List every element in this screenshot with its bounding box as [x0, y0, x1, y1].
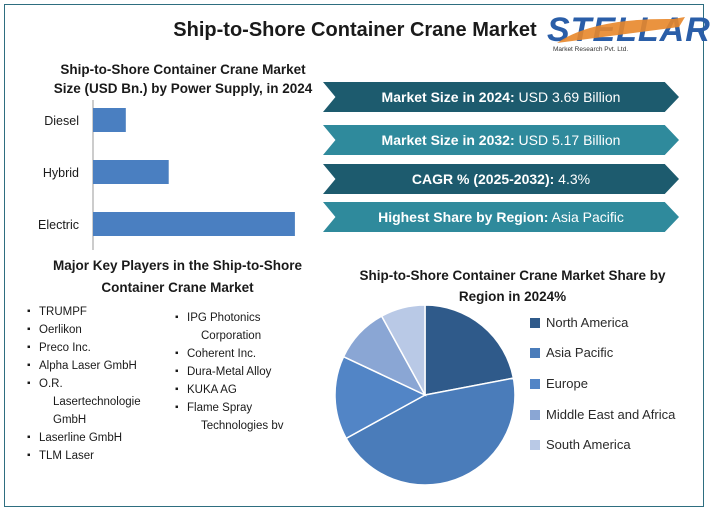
stat-label: Market Size in 2024:	[381, 89, 515, 105]
key-player-text: TRUMPF	[39, 306, 87, 318]
key-player-item: Laserline GmbH	[27, 429, 157, 447]
legend-label: North America	[546, 315, 629, 330]
key-players-title: Major Key Players in the Ship-to-Shore C…	[52, 258, 303, 295]
bar-label-hybrid: Hybrid	[43, 166, 79, 180]
bar-electric	[93, 212, 295, 236]
legend-swatch	[530, 318, 540, 328]
stat-banner-1: Market Size in 2024: USD 3.69 Billion	[323, 82, 679, 112]
page-title: Ship-to-Shore Container Crane Market	[173, 19, 537, 41]
key-player-item: Flame Spray Technologies bv	[175, 399, 315, 435]
key-player-text: Technologies bv	[201, 420, 284, 432]
stat-value: USD 3.69 Billion	[514, 89, 621, 105]
stat-banner-2: Market Size in 2032: USD 5.17 Billion	[323, 125, 679, 155]
key-player-text: Coherent Inc.	[187, 348, 257, 360]
legend-item: Europe	[530, 376, 588, 392]
legend-item: Middle East and Africa	[530, 407, 675, 423]
pie-slice-north-america	[424, 304, 515, 396]
bar-label-diesel: Diesel	[44, 114, 79, 128]
stat-value: 4.3%	[554, 171, 591, 187]
key-player-item: IPG Photonics Corporation	[175, 309, 315, 345]
pie-slice-asia-pacific	[345, 377, 516, 486]
legend-swatch	[530, 379, 540, 389]
legend-label: Asia Pacific	[546, 345, 614, 360]
legend-swatch	[530, 410, 540, 420]
stat-label: CAGR % (2025-2032):	[411, 171, 555, 187]
key-player-text: KUKA AG	[187, 384, 237, 396]
key-player-text: Laserline GmbH	[39, 432, 123, 444]
stat-value: USD 5.17 Billion	[514, 132, 621, 148]
key-player-item: TRUMPF	[27, 303, 157, 321]
key-player-item: KUKA AG	[175, 381, 315, 399]
key-player-item: Coherent Inc.	[175, 345, 315, 363]
infographic-frame: Ship-to-Shore Container Crane Market STE…	[4, 4, 710, 507]
stat-label: Market Size in 2032:	[381, 132, 515, 148]
legend-swatch	[530, 348, 540, 358]
pie-slice-europe	[334, 355, 427, 440]
key-player-text: Lasertechnologie	[53, 396, 141, 408]
key-players-column-1: TRUMPF Oerlikon Preco Inc. Alpha Laser GmbH…	[27, 303, 157, 465]
legend-item: Asia Pacific	[530, 345, 613, 361]
legend-label: Europe	[546, 376, 588, 391]
bar-chart-title: Ship-to-Shore Container Crane Market Siz…	[53, 62, 313, 96]
key-player-item: Alpha Laser GmbH	[27, 357, 157, 375]
key-player-item: Preco Inc.	[27, 339, 157, 357]
key-player-text: Dura-Metal Alloy	[187, 366, 272, 378]
legend-label: South America	[546, 437, 631, 452]
key-player-text: Flame Spray	[187, 402, 253, 414]
key-player-text: Alpha Laser GmbH	[39, 360, 137, 372]
pie-chart-title: Ship-to-Shore Container Crane Market Sha…	[359, 268, 666, 304]
key-player-item: Oerlikon	[27, 321, 157, 339]
key-player-item: Dura-Metal Alloy	[175, 363, 315, 381]
stat-value: Asia Pacific	[548, 209, 624, 225]
bar-chart: Diesel Hybrid Electric	[38, 100, 295, 250]
key-player-text: GmbH	[53, 414, 87, 426]
key-player-text: Preco Inc.	[39, 342, 91, 354]
key-player-text: Corporation	[201, 330, 262, 342]
key-player-item: O.R. Lasertechnologie GmbH	[27, 375, 157, 429]
bar-diesel	[93, 108, 126, 132]
pie-slice-south-america	[380, 304, 426, 396]
key-player-text: IPG Photonics	[187, 312, 261, 324]
key-player-text: Oerlikon	[39, 324, 82, 336]
bar-hybrid	[93, 160, 169, 184]
stat-banner-3: CAGR % (2025-2032): 4.3%	[323, 164, 679, 194]
logo-swoosh-icon	[557, 17, 685, 43]
bar-label-electric: Electric	[38, 218, 79, 232]
stat-label: Highest Share by Region:	[378, 209, 549, 225]
key-players-column-2: IPG Photonics Corporation Coherent Inc. Dur…	[175, 309, 315, 435]
legend-swatch	[530, 440, 540, 450]
key-player-text: O.R.	[39, 378, 63, 390]
pie-chart	[334, 304, 516, 486]
logo-subtitle: Market Research Pvt. Ltd.	[553, 46, 629, 53]
key-player-item: TLM Laser	[27, 447, 157, 465]
key-player-text: TLM Laser	[39, 450, 94, 462]
legend-item: South America	[530, 437, 631, 453]
legend-item: North America	[530, 315, 628, 331]
stat-banner-4: Highest Share by Region: Asia Pacific	[323, 202, 679, 232]
legend-label: Middle East and Africa	[546, 407, 676, 422]
